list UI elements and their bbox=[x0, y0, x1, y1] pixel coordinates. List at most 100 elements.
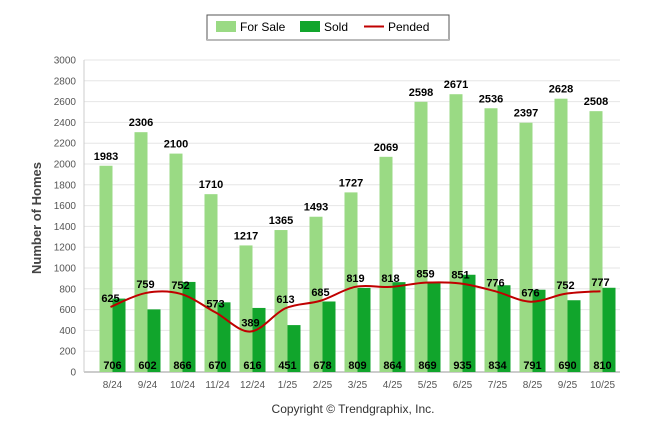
bar-for-sale bbox=[309, 216, 323, 372]
bar-for-sale bbox=[239, 245, 253, 372]
data-labels: 1983 706 625 2306 602 759 2100 866 752 1710 670 573… bbox=[94, 79, 612, 372]
label-sold: 690 bbox=[558, 360, 576, 372]
x-tick-label: 9/25 bbox=[558, 380, 578, 391]
legend-label-sold: Sold bbox=[324, 20, 348, 34]
label-sold: 678 bbox=[313, 360, 331, 372]
label-pended: 818 bbox=[381, 273, 399, 285]
x-tick-label: 1/25 bbox=[278, 380, 298, 391]
x-tick-label: 10/24 bbox=[170, 380, 195, 391]
label-pended: 859 bbox=[416, 269, 434, 281]
label-pended: 759 bbox=[136, 279, 154, 291]
label-for-sale: 2306 bbox=[129, 117, 153, 129]
y-tick-label: 400 bbox=[59, 326, 76, 337]
x-tick-label: 9/24 bbox=[138, 380, 158, 391]
legend: For Sale Sold Pended bbox=[206, 14, 450, 41]
y-tick-label: 1000 bbox=[54, 264, 77, 275]
y-tick-label: 3000 bbox=[54, 56, 77, 67]
label-pended: 685 bbox=[311, 287, 329, 299]
x-tick-label: 8/24 bbox=[103, 380, 123, 391]
label-sold: 834 bbox=[488, 360, 507, 372]
label-sold: 866 bbox=[173, 360, 191, 372]
bar-sold bbox=[252, 307, 266, 372]
x-tick-label: 11/24 bbox=[205, 380, 230, 391]
bar-sold bbox=[112, 298, 126, 372]
bar-sold bbox=[322, 301, 336, 372]
label-for-sale: 1217 bbox=[234, 230, 258, 242]
y-tick-label: 2600 bbox=[54, 97, 77, 108]
label-for-sale: 2508 bbox=[584, 96, 608, 108]
bar-for-sale bbox=[484, 108, 498, 373]
label-sold: 864 bbox=[383, 360, 402, 372]
y-tick-label: 600 bbox=[59, 305, 76, 316]
bar-sold bbox=[287, 325, 301, 372]
y-tick-label: 2400 bbox=[54, 118, 77, 129]
x-tick-label: 2/25 bbox=[313, 380, 333, 391]
label-for-sale: 1365 bbox=[269, 215, 293, 227]
y-tick-label: 1200 bbox=[54, 243, 77, 254]
bar-for-sale bbox=[204, 194, 218, 372]
y-tick-label: 1600 bbox=[54, 201, 77, 212]
label-for-sale: 1727 bbox=[339, 177, 363, 189]
label-for-sale: 2536 bbox=[479, 93, 503, 105]
label-pended: 819 bbox=[346, 273, 364, 285]
label-pended: 752 bbox=[171, 280, 189, 292]
x-tick-label: 6/25 bbox=[453, 380, 473, 391]
label-pended: 389 bbox=[241, 318, 259, 330]
legend-swatch-for-sale bbox=[216, 21, 236, 32]
y-tick-label: 2000 bbox=[54, 160, 77, 171]
bar-for-sale bbox=[379, 156, 393, 372]
label-pended: 613 bbox=[276, 294, 294, 306]
y-tick-label: 1800 bbox=[54, 180, 77, 191]
bar-for-sale bbox=[449, 94, 463, 372]
label-sold: 670 bbox=[208, 360, 226, 372]
y-tick-label: 200 bbox=[59, 347, 76, 358]
bar-sold bbox=[532, 289, 546, 372]
label-sold: 706 bbox=[103, 360, 121, 372]
label-for-sale: 2397 bbox=[514, 108, 538, 120]
y-axis-label: Number of Homes bbox=[29, 162, 44, 274]
x-tick-label: 3/25 bbox=[348, 380, 368, 391]
bar-sold bbox=[357, 287, 371, 372]
pended-line bbox=[110, 281, 601, 333]
bar-sold bbox=[602, 287, 616, 372]
bar-sold bbox=[147, 309, 161, 372]
label-for-sale: 2069 bbox=[374, 142, 398, 154]
legend-label-for-sale: For Sale bbox=[240, 20, 286, 34]
copyright-text: Copyright © Trendgraphix, Inc. bbox=[272, 402, 435, 416]
label-for-sale: 2598 bbox=[409, 87, 433, 99]
label-pended: 851 bbox=[451, 269, 469, 281]
label-pended: 777 bbox=[591, 277, 609, 289]
bar-for-sale bbox=[554, 98, 568, 373]
label-pended: 776 bbox=[486, 277, 504, 289]
x-tick-label: 12/24 bbox=[240, 380, 265, 391]
bar-for-sale bbox=[519, 122, 533, 372]
bar-for-sale bbox=[99, 165, 113, 372]
y-tick-label: 0 bbox=[70, 368, 76, 379]
legend-shadow bbox=[207, 39, 449, 41]
label-pended: 752 bbox=[556, 280, 574, 292]
legend-swatch-sold bbox=[300, 21, 320, 32]
bar-sold bbox=[497, 285, 511, 372]
label-for-sale: 2671 bbox=[444, 79, 468, 91]
bar-sold bbox=[427, 281, 441, 372]
bar-sold bbox=[392, 282, 406, 372]
y-tick-label: 2800 bbox=[54, 76, 77, 87]
label-for-sale: 1710 bbox=[199, 179, 223, 191]
label-pended: 676 bbox=[521, 288, 539, 300]
bar-for-sale bbox=[274, 230, 288, 372]
bar-for-sale bbox=[414, 101, 428, 373]
y-axis: 0 200 400 600 800 1000 1200 1400 1600 1800 2000 220… bbox=[54, 56, 77, 379]
label-sold: 791 bbox=[523, 360, 541, 372]
bar-for-sale bbox=[344, 192, 358, 372]
label-sold: 809 bbox=[348, 360, 366, 372]
pended-line-path bbox=[110, 281, 601, 333]
label-sold: 616 bbox=[243, 360, 261, 372]
x-tick-label: 4/25 bbox=[383, 380, 403, 391]
label-sold: 810 bbox=[593, 360, 611, 372]
label-for-sale: 1983 bbox=[94, 151, 118, 163]
bar-for-sale bbox=[589, 111, 603, 372]
label-for-sale: 2628 bbox=[549, 84, 573, 96]
bar-sold bbox=[567, 300, 581, 372]
x-tick-label: 7/25 bbox=[488, 380, 508, 391]
